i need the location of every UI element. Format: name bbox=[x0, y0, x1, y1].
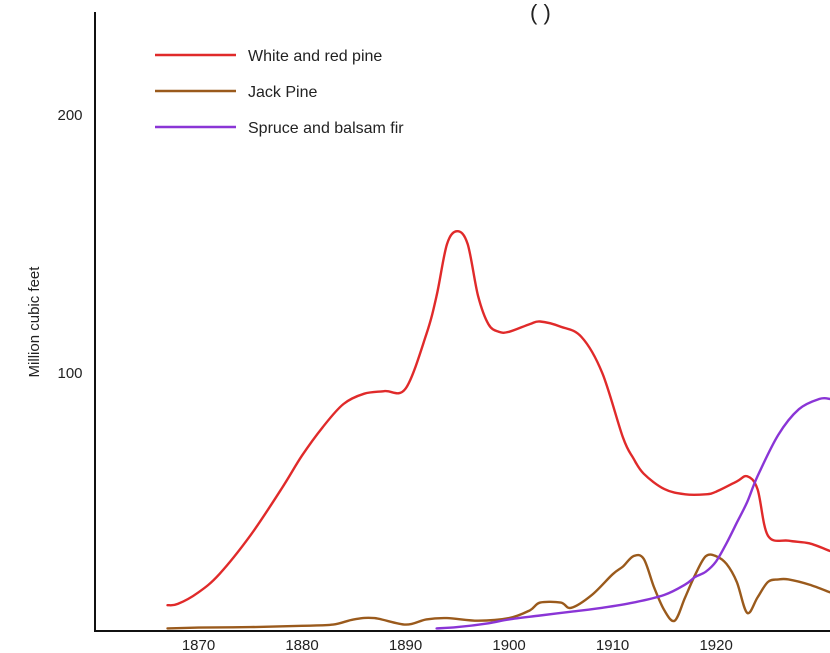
x-tick-label: 1880 bbox=[285, 637, 318, 653]
x-tick-labels: 1870 1880 1890 1900 1910 1920 bbox=[182, 637, 733, 653]
y-tick-label: 200 bbox=[57, 107, 82, 124]
x-tick-label: 1870 bbox=[182, 637, 215, 653]
y-tick-labels: 100 200 bbox=[57, 107, 82, 382]
x-tick-label: 1890 bbox=[389, 637, 422, 653]
series-line-3 bbox=[435, 396, 830, 630]
legend-label-2: Jack Pine bbox=[248, 84, 317, 101]
x-tick-label: 1920 bbox=[699, 637, 732, 653]
legend: White and red pine Jack Pine Spruce and ba… bbox=[155, 48, 404, 137]
series-line-2 bbox=[166, 553, 830, 630]
x-tick-label: 1900 bbox=[492, 637, 525, 653]
x-tick-label: 1910 bbox=[596, 637, 629, 653]
y-axis-title: Million cubic feet bbox=[26, 266, 43, 378]
legend-label-1: White and red pine bbox=[248, 48, 382, 65]
legend-label-3: Spruce and balsam fir bbox=[248, 120, 404, 137]
chart-title: ( ) bbox=[530, 0, 551, 25]
series-lines bbox=[166, 230, 830, 630]
series-line-1 bbox=[166, 230, 830, 607]
y-tick-label: 100 bbox=[57, 365, 82, 382]
